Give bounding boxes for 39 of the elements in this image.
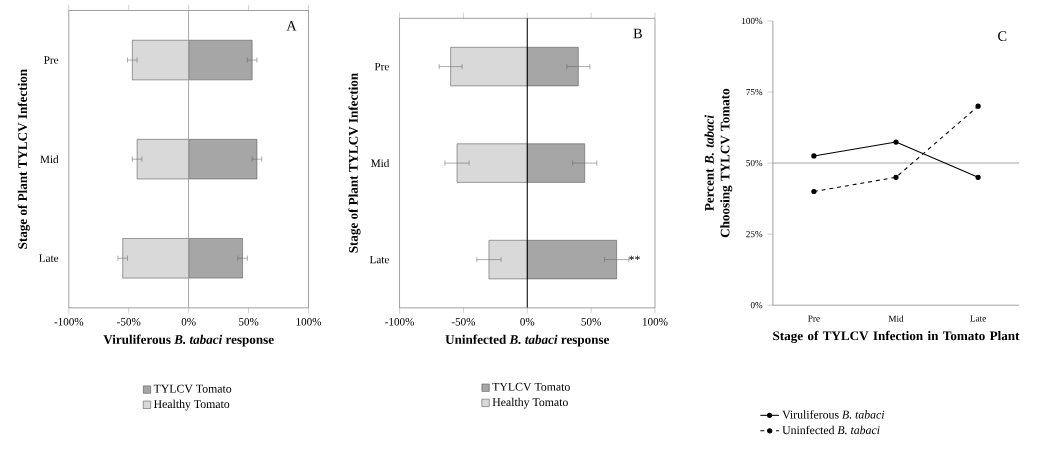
x-tick-label: 0%: [520, 317, 535, 326]
y-tick-label: 25%: [746, 230, 763, 238]
x-tick-label: 100%: [296, 317, 322, 326]
legend-label: Uninfected B. tabaci: [782, 425, 880, 435]
y-tick-label: 0%: [750, 301, 763, 309]
y-tick-label: Late: [39, 254, 59, 262]
legend-label: Viruliferous B. tabaci: [782, 410, 885, 419]
x-axis-title: Stage of TYLCV Infection in Tomato Plant: [773, 330, 1020, 343]
legend-label: TYLCV Tomato: [153, 384, 232, 393]
x-tick-label: Late: [970, 315, 986, 322]
y-tick-label: Mid: [371, 159, 390, 167]
legend-label: Healthy Tomato: [153, 399, 230, 411]
y-tick-label: Pre: [374, 62, 389, 71]
legend-label: TYLCV Tomato: [492, 382, 570, 391]
annotation: B: [633, 28, 642, 39]
y-tick-label: Late: [369, 255, 389, 264]
y-tick-label: Mid: [40, 155, 59, 163]
x-tick-label: -50%: [117, 317, 141, 326]
x-tick-label: -100%: [385, 317, 414, 326]
x-tick-label: 50%: [581, 317, 601, 326]
y-tick-label: 50%: [746, 159, 763, 167]
x-axis-title: Uninfected B. tabaci response: [445, 334, 610, 347]
x-tick-label: 100%: [642, 317, 668, 326]
y-axis-title: Stage of Plant TYLCV Infection: [17, 69, 30, 249]
x-tick-label: -100%: [54, 317, 84, 326]
x-tick-label: -50%: [451, 317, 476, 326]
x-tick-label: Mid: [888, 315, 904, 322]
y-tick-label: 100%: [742, 17, 763, 24]
annotation: C: [998, 31, 1007, 41]
y-axis-title: Stage of Plant TYLCV Infection: [348, 72, 361, 253]
annotation: A: [286, 20, 297, 31]
x-axis-title: Viruliferous B. tabaci response: [103, 334, 274, 347]
y-tick-label: 75%: [746, 88, 763, 95]
x-tick-label: Pre: [808, 315, 820, 322]
x-tick-label: 50%: [239, 317, 259, 326]
annotation: **: [629, 255, 640, 260]
y-tick-label: Pre: [44, 56, 59, 64]
legend-label: Healthy Tomato: [492, 397, 568, 409]
x-tick-label: 0%: [181, 317, 196, 326]
